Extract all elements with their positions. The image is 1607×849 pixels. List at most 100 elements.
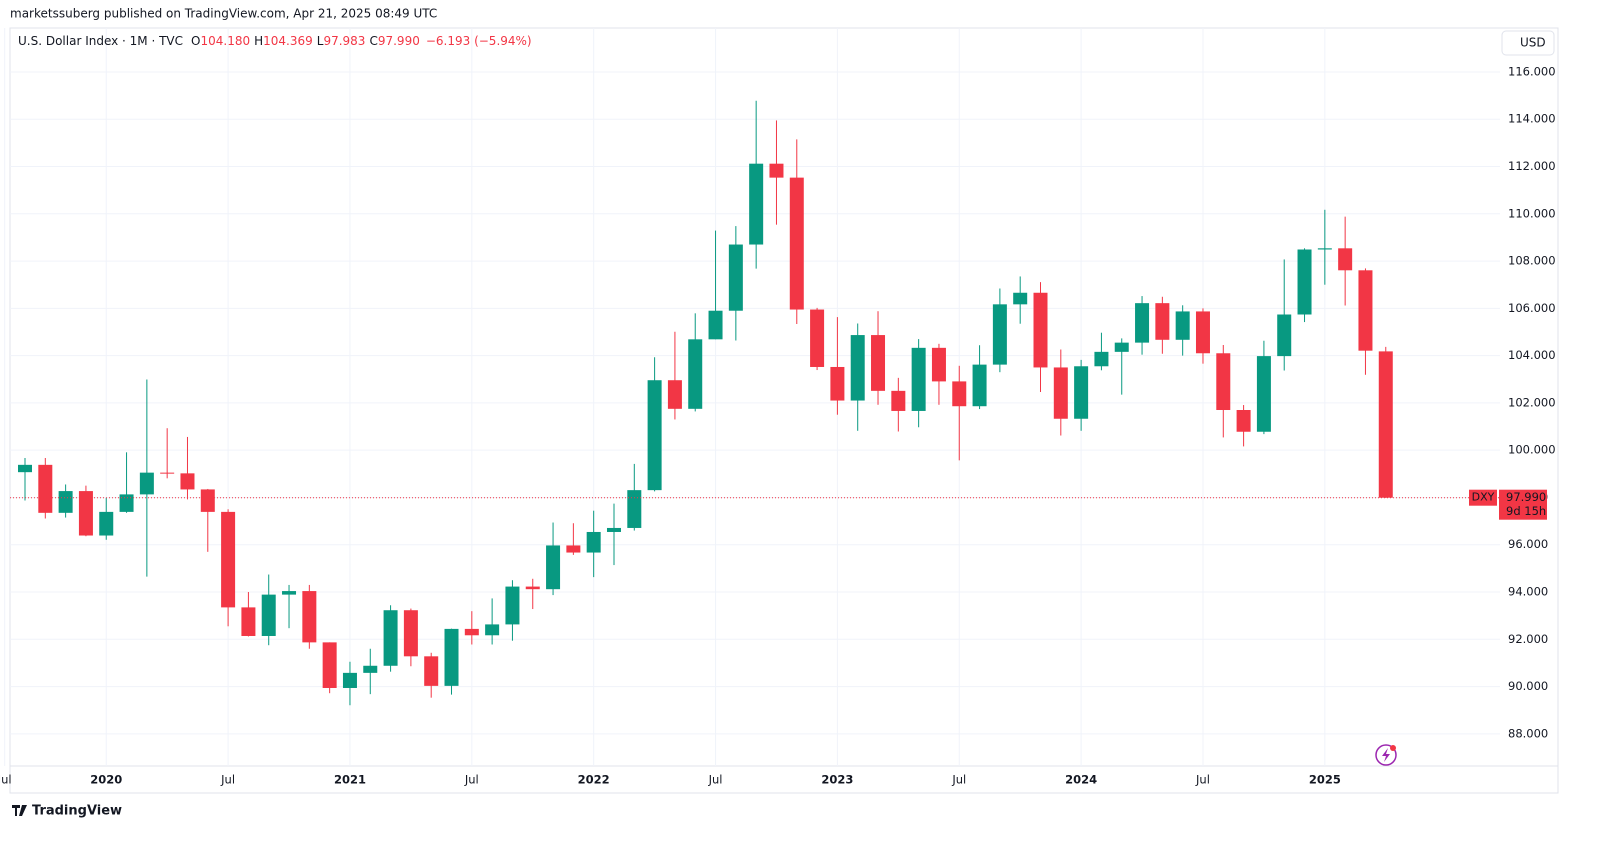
candle-body xyxy=(221,511,236,608)
candle-body xyxy=(1236,410,1251,432)
candle-body xyxy=(667,380,682,409)
candle-body xyxy=(952,381,967,407)
legend-key: H xyxy=(254,34,263,48)
candle-body xyxy=(322,642,337,688)
candle-body xyxy=(282,591,297,595)
candle-body xyxy=(505,586,520,625)
alert-icon[interactable] xyxy=(1375,744,1397,766)
x-tick-label: 2023 xyxy=(821,773,853,787)
candle-body xyxy=(891,390,906,411)
candle-body xyxy=(1216,353,1231,411)
candle-body xyxy=(586,531,601,553)
candle-body xyxy=(1195,311,1210,354)
candle-body xyxy=(647,380,662,491)
footer-brand: TradingView xyxy=(32,804,122,819)
y-tick-label: 112.000 xyxy=(1508,159,1556,173)
candle-body xyxy=(302,591,317,643)
candle-body xyxy=(119,494,134,512)
legend-value: 104.180 xyxy=(200,34,250,48)
y-tick-label: 108.000 xyxy=(1508,254,1556,268)
candle-body xyxy=(1338,248,1353,271)
legend-title: U.S. Dollar Index · 1M · TVC xyxy=(18,34,183,48)
candle-body xyxy=(1358,270,1373,351)
y-tick-label: 100.000 xyxy=(1508,443,1556,457)
x-tick-label: Jul xyxy=(1195,773,1210,787)
candle-body xyxy=(1033,292,1048,368)
candle-body xyxy=(200,489,215,512)
candle-body xyxy=(1175,311,1190,340)
candle-body xyxy=(1297,249,1312,315)
candle-body xyxy=(1317,248,1332,250)
symbol-tag xyxy=(1469,489,1497,506)
candle-body xyxy=(749,163,764,245)
x-tick-label: 2021 xyxy=(334,773,366,787)
candle-body xyxy=(1155,303,1170,340)
legend-key: O xyxy=(191,34,200,48)
candle-body xyxy=(708,310,723,340)
candle-body xyxy=(403,610,418,657)
price-tag-label: 97.990 xyxy=(1506,490,1546,504)
candle-body xyxy=(464,628,479,636)
candle-body xyxy=(1256,356,1271,432)
x-tick-label: 2025 xyxy=(1309,773,1341,787)
x-tick-label: 2022 xyxy=(578,773,610,787)
candle-body xyxy=(992,304,1007,365)
candle-body xyxy=(1053,367,1068,419)
candle-body xyxy=(1378,351,1393,498)
candle-body xyxy=(931,347,946,382)
candle-body xyxy=(810,309,825,367)
y-tick-label: 104.000 xyxy=(1508,348,1556,362)
candle-body xyxy=(342,672,357,688)
candle-body xyxy=(1094,351,1109,367)
currency[interactable]: USD xyxy=(1520,36,1546,50)
candle-body xyxy=(1114,342,1129,352)
legend: U.S. Dollar Index · 1M · TVC O104.180 H104… xyxy=(18,34,532,48)
y-tick-label: 96.000 xyxy=(1508,537,1548,551)
x-tick-label: Jul xyxy=(220,773,235,787)
candle-body xyxy=(972,364,987,407)
candle-body xyxy=(789,177,804,310)
y-tick-label: 88.000 xyxy=(1508,726,1548,740)
candle-body xyxy=(728,244,743,311)
x-tick-label: Jul xyxy=(464,773,479,787)
candle-body xyxy=(546,545,561,590)
candle-body xyxy=(444,628,459,686)
candle-body xyxy=(241,607,256,636)
y-tick-label: 102.000 xyxy=(1508,395,1556,409)
candles xyxy=(18,100,1393,706)
candle-body xyxy=(18,464,32,473)
x-tick-label: Jul xyxy=(0,773,12,787)
candle-body xyxy=(139,472,154,495)
legend-value: 97.983 xyxy=(323,34,365,48)
symbol-tag-label: DXY xyxy=(1472,491,1495,504)
candle-body xyxy=(606,527,621,532)
candle-body xyxy=(383,610,398,666)
legend-change: −6.193 (−5.94%) xyxy=(426,34,532,48)
x-tick-label: 2024 xyxy=(1065,773,1097,787)
candle-body xyxy=(180,473,195,490)
y-tick-label: 92.000 xyxy=(1508,632,1548,646)
candle-body xyxy=(363,665,378,673)
candle-body xyxy=(566,545,581,553)
candle-body xyxy=(99,511,114,536)
candle-body xyxy=(160,472,175,474)
candle-body xyxy=(850,335,865,401)
candle-body xyxy=(261,594,276,636)
candle-body xyxy=(769,163,784,178)
candle-body xyxy=(525,586,540,590)
y-tick-label: 116.000 xyxy=(1508,64,1556,78)
candle-body xyxy=(1074,366,1089,419)
candle-body xyxy=(485,624,500,636)
candle-body xyxy=(424,656,439,686)
currency-button[interactable] xyxy=(1501,30,1555,56)
footer-logo xyxy=(12,805,27,816)
chart-frame xyxy=(9,27,1559,794)
candle-body xyxy=(1277,314,1292,357)
y-tick-label: 110.000 xyxy=(1508,206,1556,220)
candle-body xyxy=(1135,303,1150,343)
candle-body xyxy=(78,491,93,536)
price-tag xyxy=(1499,489,1547,520)
candle-body xyxy=(911,347,926,411)
candle-body xyxy=(688,339,703,409)
